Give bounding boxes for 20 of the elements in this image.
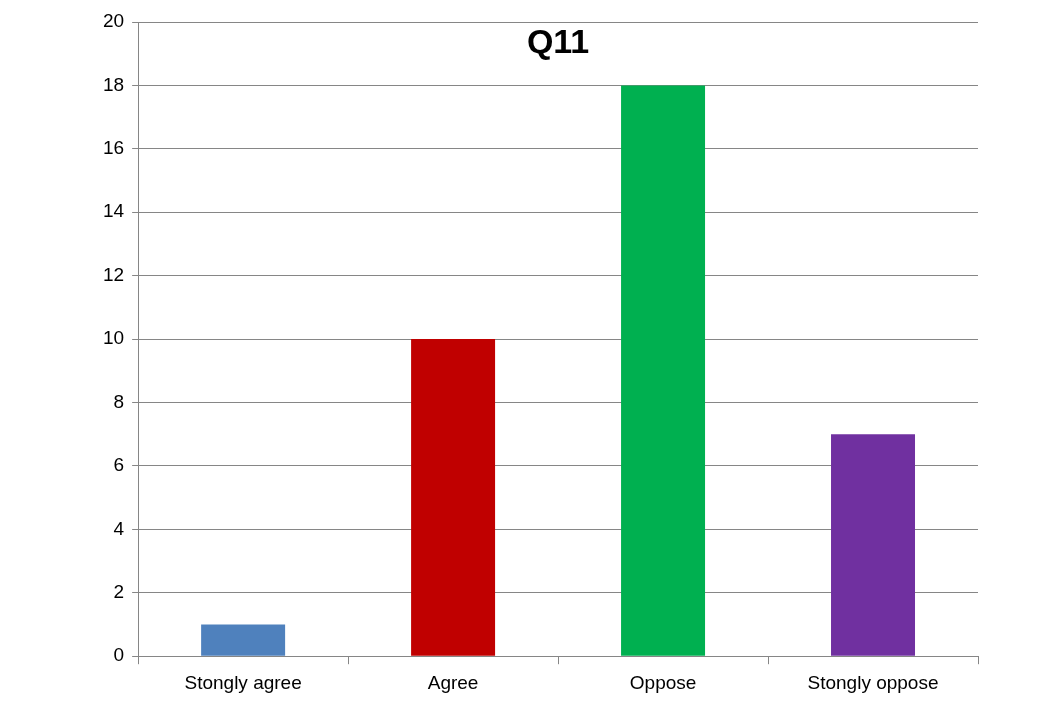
x-tick-label: Stongly agree — [184, 671, 302, 693]
y-tick-label: 20 — [102, 10, 125, 32]
x-tick-label: Agree — [427, 671, 479, 693]
y-tick-label: 6 — [113, 454, 125, 476]
y-tick-label: 14 — [102, 200, 125, 222]
bar — [201, 624, 286, 656]
bar — [831, 434, 916, 656]
y-tick-label: 2 — [113, 581, 125, 603]
x-tick-label: Stongly oppose — [807, 671, 939, 693]
y-tick-label: 8 — [113, 390, 125, 412]
y-tick-label: 4 — [113, 517, 125, 539]
y-tick-label: 0 — [113, 644, 125, 666]
x-tick-label: Oppose — [629, 671, 697, 693]
y-tick-label: 16 — [102, 137, 125, 159]
bar — [621, 85, 706, 656]
y-tick-label: 18 — [102, 73, 125, 95]
y-tick-label: 12 — [102, 263, 125, 285]
y-tick-label: 10 — [102, 327, 125, 349]
bar — [411, 339, 496, 656]
chart-title: Q11 — [526, 22, 590, 61]
